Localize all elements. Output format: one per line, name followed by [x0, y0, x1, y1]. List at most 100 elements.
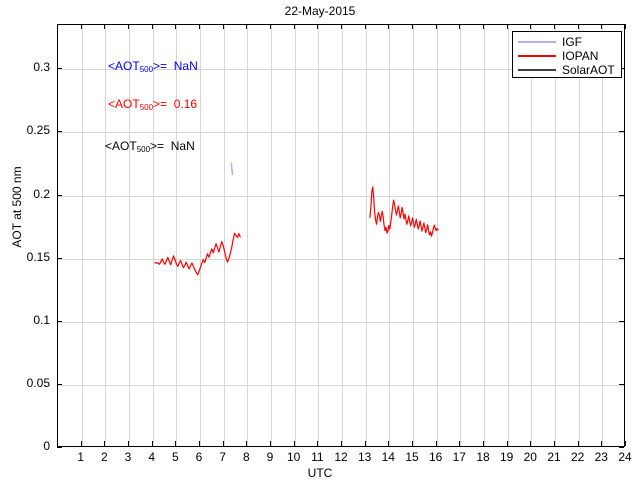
x-axis-tick: [601, 441, 603, 446]
annotation-subscript: 500: [139, 103, 154, 112]
gridline-vertical: [460, 25, 462, 446]
annotation-text: >= NaN: [150, 139, 195, 153]
x-axis-tick-label: 10: [287, 450, 301, 464]
gridline-vertical: [152, 25, 154, 446]
x-axis-tick: [246, 441, 248, 446]
y-axis-tick: [57, 194, 62, 196]
plot-area: [57, 24, 625, 447]
legend-color-swatch: [518, 69, 556, 71]
x-axis-tick: [80, 24, 82, 29]
x-axis-tick: [104, 24, 106, 29]
gridline-vertical: [271, 25, 272, 446]
y-axis-tick-label: 0.25: [26, 123, 50, 138]
gridline-vertical: [436, 25, 438, 446]
gridline-horizontal: [58, 69, 624, 71]
gridline-vertical: [578, 25, 580, 446]
gridline-horizontal: [58, 258, 624, 260]
x-axis-tick-label: 18: [476, 450, 490, 464]
x-axis-tick: [483, 441, 484, 446]
legend-item-iopan[interactable]: IOPAN: [518, 49, 616, 63]
x-axis-tick-label: 5: [171, 450, 179, 464]
annotation-subscript: 500: [136, 145, 151, 154]
x-axis-tick-label: 22: [571, 450, 585, 464]
gridline-vertical: [342, 25, 343, 446]
x-axis-tick-label: 2: [100, 450, 108, 464]
x-axis-tick: [80, 441, 82, 446]
y-axis-tick: [57, 131, 62, 133]
annotation-solaraot-mean: <AOT500>= NaN: [105, 139, 195, 154]
x-axis-tick-label: 23: [594, 450, 608, 464]
y-axis-tick: [57, 383, 62, 385]
x-axis-tick: [577, 24, 579, 29]
x-axis-tick: [293, 24, 295, 29]
y-axis-tick: [619, 320, 624, 322]
y-axis-tick: [619, 131, 624, 133]
gridline-vertical: [105, 25, 107, 446]
x-axis-tick: [293, 441, 295, 446]
x-axis-tick-label: 20: [523, 450, 537, 464]
annotation-text: <AOT: [108, 97, 140, 111]
x-axis-tick: [577, 441, 579, 446]
gridline-vertical: [176, 25, 178, 446]
x-axis-tick: [341, 24, 342, 29]
x-axis-tick: [222, 441, 224, 446]
gridline-horizontal: [58, 384, 624, 386]
y-axis-tick: [619, 257, 624, 259]
gridline-vertical: [200, 25, 201, 446]
x-axis-tick: [412, 441, 413, 446]
x-axis-tick-label: 24: [618, 450, 632, 464]
x-axis-tick: [459, 441, 461, 446]
x-axis-tick: [530, 24, 532, 29]
legend-item-igf[interactable]: IGF: [518, 35, 616, 49]
y-axis-tick-label: 0.3: [33, 60, 50, 75]
x-axis-tick: [506, 441, 508, 446]
x-axis-tick-label: 4: [148, 450, 156, 464]
gridline-vertical: [129, 25, 130, 446]
x-axis-tick-label: 12: [334, 450, 348, 464]
x-axis-tick: [506, 24, 508, 29]
x-axis-tick: [625, 441, 626, 446]
x-axis-tick-label: 9: [266, 450, 274, 464]
x-axis-tick-label: 15: [405, 450, 419, 464]
gridline-horizontal: [58, 321, 624, 323]
legend-label: IGF: [562, 35, 582, 49]
x-axis-tick: [388, 24, 390, 29]
gridline-horizontal: [58, 132, 624, 134]
x-axis-tick: [364, 441, 366, 446]
x-axis-tick: [459, 24, 461, 29]
x-axis-tick: [57, 441, 58, 446]
gridline-vertical: [247, 25, 249, 446]
x-axis-tick-label: 19: [500, 450, 514, 464]
annotation-text: >= NaN: [153, 59, 198, 73]
legend-item-solaraot[interactable]: SolarAOT: [518, 63, 616, 77]
x-axis-tick: [601, 24, 603, 29]
y-axis-tick-label: 0.1: [33, 312, 50, 327]
gridline-vertical: [484, 25, 485, 446]
x-axis-tick: [317, 24, 319, 29]
annotation-iopan-mean: <AOT500>= 0.16: [108, 97, 197, 112]
y-axis-tick: [57, 68, 62, 70]
chart-title: 22-May-2015: [284, 4, 356, 18]
legend-color-swatch: [518, 55, 556, 57]
annotation-text: <AOT: [108, 59, 140, 73]
x-axis-tick-label: 17: [452, 450, 466, 464]
y-axis-tick-label: 0.15: [26, 249, 50, 264]
x-axis-tick-label: 8: [242, 450, 250, 464]
legend-label: IOPAN: [562, 49, 599, 63]
x-axis-tick: [104, 441, 106, 446]
gridline-vertical: [81, 25, 83, 446]
annotation-subscript: 500: [139, 65, 154, 74]
x-axis-tick: [412, 24, 413, 29]
legend-color-swatch: [518, 41, 556, 43]
x-axis-title: UTC: [307, 466, 333, 480]
x-axis-tick-label: 3: [124, 450, 132, 464]
gridline-vertical: [294, 25, 296, 446]
x-axis-tick: [175, 441, 177, 446]
gridline-vertical: [223, 25, 225, 446]
y-axis-tick: [619, 447, 624, 448]
legend-label: SolarAOT: [562, 63, 615, 77]
gridline-horizontal: [58, 195, 624, 197]
x-axis-tick-label: 6: [195, 450, 203, 464]
y-axis-tick-label: 0.2: [33, 186, 50, 201]
y-axis-tick: [57, 320, 62, 322]
